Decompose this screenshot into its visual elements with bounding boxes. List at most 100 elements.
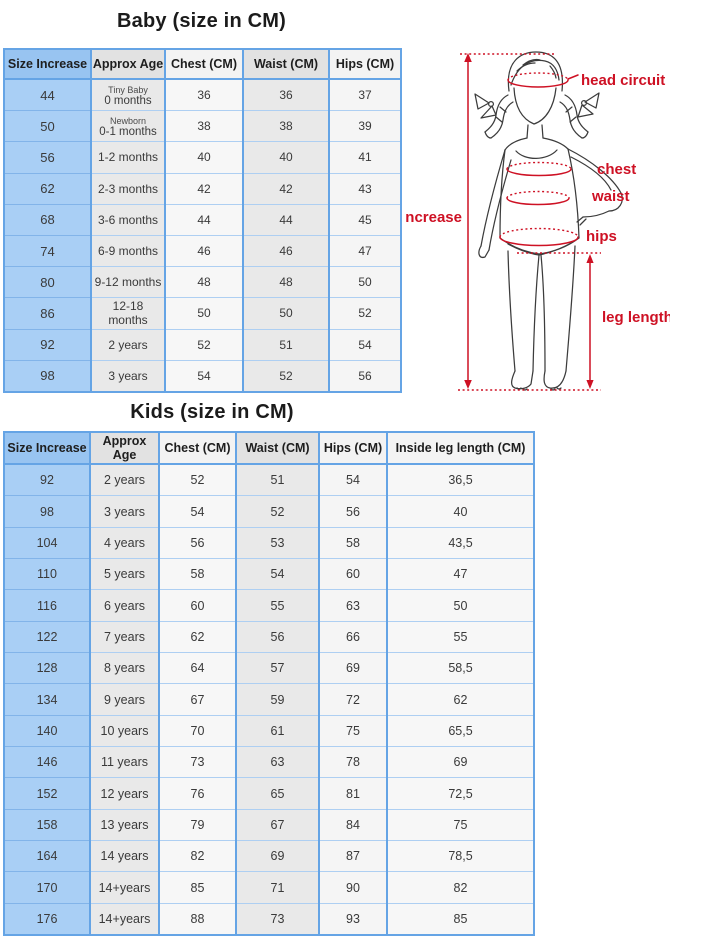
- table-cell: 40: [164, 141, 243, 174]
- right-bow: [577, 92, 600, 118]
- table-cell: 74: [3, 234, 91, 267]
- child-figure-illustration: [474, 51, 623, 391]
- kids-size-table: Size Increase Approx Age Chest (CM) Waist (…: [3, 431, 535, 937]
- table-cell: 84: [318, 808, 387, 841]
- column-header: Waist (CM): [235, 431, 319, 465]
- table-cell: 82: [386, 871, 534, 904]
- table-cell: 79: [158, 808, 236, 841]
- table-cell: 40: [242, 141, 329, 174]
- table-row: 74 6-9 months 46 46 47: [3, 234, 401, 267]
- table-cell: 92: [3, 328, 91, 361]
- table-cell: 14+years: [89, 902, 159, 936]
- table-row: 116 6 years 60 55 63 50: [3, 589, 534, 622]
- table-cell: 69: [235, 840, 319, 872]
- left-braid-tip: [484, 131, 492, 139]
- table-cell: 98: [3, 359, 91, 392]
- table-cell: 5 years: [89, 558, 159, 590]
- table-cell: 75: [318, 714, 387, 747]
- table-cell: 2-3 months: [90, 172, 165, 205]
- table-cell: 50: [386, 589, 534, 622]
- leg-length-arrow: [586, 254, 594, 389]
- table-cell: 56: [158, 526, 236, 559]
- table-cell: 12 years: [89, 777, 159, 810]
- table-cell: 134: [3, 683, 90, 716]
- right-foot: [543, 370, 567, 389]
- table-cell: 46: [242, 234, 329, 267]
- table-cell: 45: [328, 203, 401, 236]
- table-cell: 43,5: [386, 526, 534, 559]
- measurement-diagram: increase head circuit chest waist hips l…: [405, 51, 670, 391]
- chest-label: chest: [597, 161, 636, 178]
- table-cell: 44: [242, 203, 329, 236]
- table-cell: 72,5: [386, 777, 534, 810]
- left-arm-outer: [480, 149, 506, 247]
- right-leg-inner: [540, 254, 546, 372]
- table-cell: 64: [158, 652, 236, 684]
- table-cell: 58,5: [386, 652, 534, 684]
- table-row: 170 14+years 85 71 90 82: [3, 871, 534, 904]
- left-braid: [490, 101, 514, 139]
- table-cell: 90: [318, 871, 387, 904]
- left-braid-texture: [495, 106, 507, 123]
- table-cell: 36,5: [386, 463, 534, 496]
- table-cell: 65: [235, 777, 319, 810]
- table-cell: 70: [158, 714, 236, 747]
- neck: [526, 124, 544, 139]
- table-cell: 152: [3, 777, 90, 810]
- table-cell: 6-9 months: [90, 234, 165, 267]
- table-cell: 50: [3, 110, 91, 142]
- table-cell: 92: [3, 463, 90, 496]
- baby-section-title: Baby (size in CM): [117, 10, 286, 32]
- table-row: 152 12 years 76 65 81 72,5: [3, 777, 534, 810]
- column-header: Chest (CM): [158, 431, 236, 465]
- right-toes: [550, 387, 562, 391]
- table-cell: Tiny Baby 0 months: [90, 78, 165, 111]
- table-row: 80 9-12 months 48 48 50: [3, 266, 401, 298]
- column-header: Hips (CM): [318, 431, 387, 465]
- table-cell: 3 years: [89, 495, 159, 528]
- left-bow: [474, 93, 497, 119]
- table-cell: 58: [318, 526, 387, 559]
- table-cell: 55: [386, 620, 534, 653]
- table-cell: 50: [164, 297, 243, 329]
- age-note: Tiny Baby: [108, 84, 148, 95]
- table-cell: 43: [328, 172, 401, 205]
- table-cell: 128: [3, 652, 90, 684]
- age-text: 0-1 months: [99, 125, 157, 138]
- table-row: 104 4 years 56 53 58 43,5: [3, 526, 534, 559]
- table-row: 68 3-6 months 44 44 45: [3, 203, 401, 236]
- leg-length-label: leg length: [602, 309, 670, 326]
- table-row: 62 2-3 months 42 42 43: [3, 172, 401, 205]
- table-cell: 3-6 months: [90, 203, 165, 236]
- table-cell: 82: [158, 840, 236, 872]
- table-cell: 69: [318, 652, 387, 684]
- table-cell: 164: [3, 840, 90, 872]
- head-circuit-label: head circuit: [581, 72, 665, 89]
- table-cell: 44: [3, 78, 91, 111]
- hair-stroke: [516, 62, 536, 72]
- table-row: 140 10 years 70 61 75 65,5: [3, 714, 534, 747]
- table-cell: 76: [158, 777, 236, 810]
- table-cell: 1-2 months: [90, 141, 165, 174]
- hair-outline: [507, 51, 564, 92]
- table-cell: 8 years: [89, 652, 159, 684]
- table-cell: 40: [386, 495, 534, 528]
- column-header: Size Increase: [3, 48, 91, 80]
- increase-label: increase: [405, 209, 462, 226]
- table-row: 92 2 years 52 51 54 36,5: [3, 463, 534, 496]
- table-row: 110 5 years 58 54 60 47: [3, 558, 534, 590]
- column-header: Approx Age: [89, 431, 159, 465]
- table-cell: 93: [318, 902, 387, 936]
- right-arm-inner: [570, 156, 612, 191]
- table-cell: 73: [158, 746, 236, 778]
- table-row: 50 Newborn 0-1 months 38 38 39: [3, 110, 401, 142]
- table-cell: 73: [235, 902, 319, 936]
- table-cell: 78: [318, 746, 387, 778]
- table-cell: 67: [158, 683, 236, 716]
- hair-stroke: [522, 58, 541, 66]
- table-cell: 47: [386, 558, 534, 590]
- table-cell: 85: [386, 902, 534, 936]
- table-cell: 78,5: [386, 840, 534, 872]
- torso-right: [567, 148, 580, 239]
- right-braid-texture: [565, 106, 577, 123]
